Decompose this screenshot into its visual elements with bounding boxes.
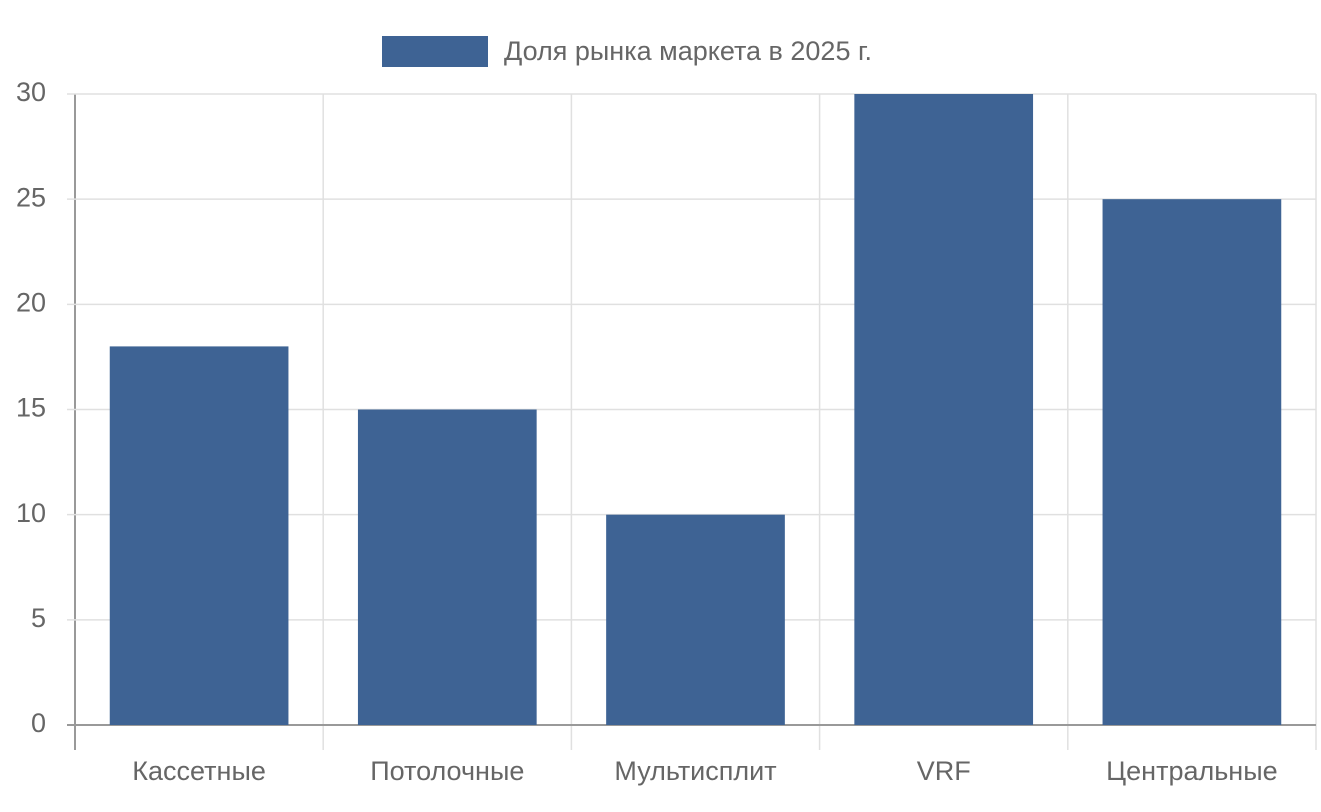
bar <box>854 94 1034 725</box>
y-tick-label: 20 <box>16 287 46 317</box>
bar <box>109 346 289 725</box>
x-tick-label: Мультисплит <box>614 756 776 786</box>
y-tick-label: 5 <box>31 603 46 633</box>
bar <box>357 409 537 725</box>
y-tick-label: 25 <box>16 182 46 212</box>
y-tick-label: 15 <box>16 393 46 423</box>
legend-label: Доля рынка маркета в 2025 г. <box>504 36 872 66</box>
bar <box>606 514 785 725</box>
y-tick-label: 10 <box>16 498 46 528</box>
x-tick-label: VRF <box>917 756 971 786</box>
x-tick-label: Центральные <box>1106 756 1277 786</box>
y-tick-label: 30 <box>16 77 46 107</box>
legend-swatch <box>382 36 488 67</box>
x-tick-label: Потолочные <box>370 756 524 786</box>
y-tick-label: 0 <box>31 708 46 738</box>
bar <box>1102 199 1282 725</box>
x-tick-label: Кассетные <box>132 756 266 786</box>
